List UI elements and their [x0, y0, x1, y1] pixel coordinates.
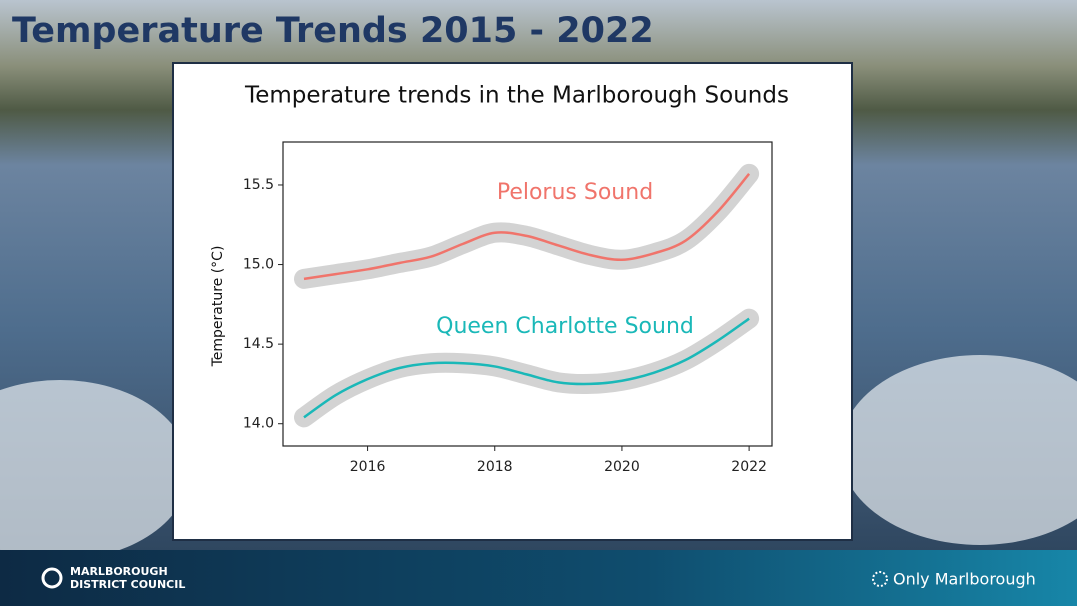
y-tick-label: 15.5 [243, 177, 274, 193]
y-tick-label: 14.5 [243, 336, 274, 352]
x-tick-label: 2020 [604, 459, 640, 475]
brand-icon [872, 571, 888, 587]
spray [840, 355, 1077, 545]
spray [0, 380, 190, 560]
plot: 14.0 14.5 15.0 15.5 2016 2018 2020 2022 Pelorus … [243, 141, 773, 475]
chart-title: Temperature trends in the Marlborough So… [244, 83, 789, 109]
logo-text: DISTRICT COUNCIL [70, 578, 185, 591]
y-axis-label: Temperature (°C) [210, 246, 226, 368]
logo-text: MARLBOROUGH [70, 565, 168, 578]
series-label: Queen Charlotte Sound [436, 314, 694, 339]
series-line [303, 173, 751, 281]
plot-frame [282, 141, 773, 447]
series-line [303, 317, 750, 419]
slide-title: Temperature Trends 2015 - 2022 [12, 11, 654, 51]
x-tick-label: 2018 [477, 459, 513, 475]
y-tick-label: 15.0 [243, 257, 274, 273]
brand-text: Only Marlborough [893, 570, 1036, 589]
footer [0, 550, 1077, 606]
series-label: Pelorus Sound [497, 180, 653, 205]
y-tick-label: 14.0 [243, 416, 274, 432]
logo-icon [41, 567, 63, 589]
x-tick-label: 2016 [350, 459, 386, 475]
x-tick-label: 2022 [731, 459, 767, 475]
